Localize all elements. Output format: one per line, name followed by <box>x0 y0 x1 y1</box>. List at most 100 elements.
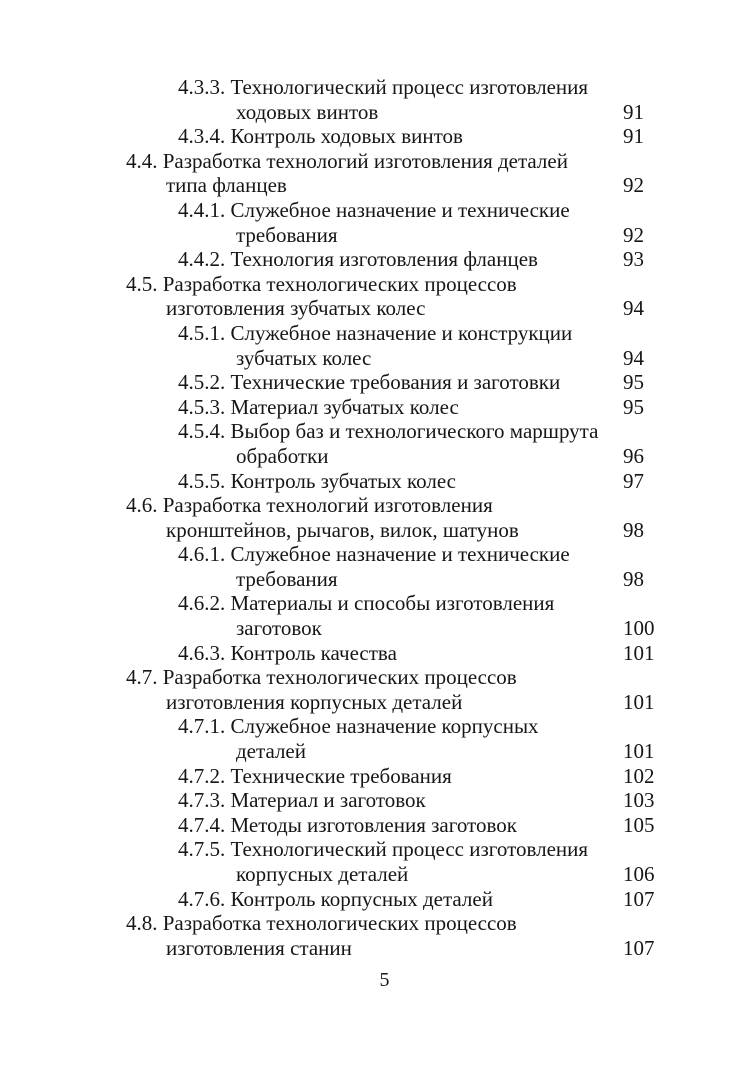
toc-entry-title: Технологический процесс изготовления <box>230 837 589 862</box>
toc-entry: 4.7.1. Служебное назначение корпусных де… <box>0 714 753 763</box>
toc-entry-title: Технические требования <box>230 763 452 788</box>
toc-entry-number: 4.7.1. <box>178 714 226 739</box>
toc-entry-continuation: требования <box>236 566 338 591</box>
toc-entry-first-line: 4.7.4. Методы изготовления заготовок <box>0 813 753 838</box>
toc-entry-title: Служебное назначение и технические <box>230 197 570 222</box>
toc-entry-number: 4.6.3. <box>178 640 226 665</box>
toc-entry-first-line: 4.5.4. Выбор баз и технологического марш… <box>0 419 753 444</box>
toc-entry: 4.5.2. Технические требования и заготовк… <box>0 370 753 395</box>
toc-entry-title: Контроль качества <box>230 640 397 665</box>
toc-entry: 4.5.1. Служебное назначение и конструкци… <box>0 321 753 370</box>
toc-entry: 4.6.3. Контроль качества 101 <box>0 641 753 666</box>
toc-entry-first-line: 4.4.1. Служебное назначение и технически… <box>0 198 753 223</box>
toc-entry: 4.5.3. Материал зубчатых колес 95 <box>0 395 753 420</box>
toc-entry-first-line: 4.7. Разработка технологических процессо… <box>0 665 753 690</box>
toc-entry: 4.5. Разработка технологических процессо… <box>0 272 753 321</box>
toc-entry-continuation: изготовления зубчатых колес <box>166 296 426 321</box>
toc-entry-title: Материал зубчатых колес <box>230 394 459 419</box>
toc-entry-page: 94 <box>623 296 644 321</box>
toc-entry-continuation: кронштейнов, рычагов, вилок, шатунов <box>166 517 519 542</box>
toc-entry-first-line: 4.6. Разработка технологий изготовления <box>0 493 753 518</box>
toc-entry-page: 93 <box>623 247 644 272</box>
toc-entry-title: Служебное назначение корпусных <box>230 714 539 739</box>
toc-entry-page: 101 <box>623 640 655 665</box>
toc-entry-continuation: требования <box>236 222 338 247</box>
toc-entry-page: 100 <box>623 616 655 641</box>
toc-entry: 4.7. Разработка технологических процессо… <box>0 665 753 714</box>
table-of-contents: 4.3.3. Технологический процесс изготовле… <box>0 75 753 960</box>
toc-entry-continuation: ходовых винтов <box>236 99 379 124</box>
toc-entry-title: Материал и заготовок <box>230 788 426 813</box>
toc-entry: 4.7.3. Материал и заготовок 103 <box>0 788 753 813</box>
toc-entry-title: Разработка технологических процессов <box>162 911 517 936</box>
toc-entry-title: Технические требования и заготовки <box>230 370 561 395</box>
toc-entry-number: 4.7.2. <box>178 763 226 788</box>
toc-entry-title: Служебное назначение и технические <box>230 542 570 567</box>
toc-entry-page: 107 <box>623 886 655 911</box>
toc-entry: 4.4.2. Технология изготовления фланцев 9… <box>0 247 753 272</box>
toc-entry-title: Разработка технологий изготовления детал… <box>162 148 568 173</box>
toc-entry: 4.3.4. Контроль ходовых винтов 91 <box>0 124 753 149</box>
toc-entry-number: 4.6.1. <box>178 542 226 567</box>
toc-entry-first-line: 4.5.3. Материал зубчатых колес <box>0 395 753 420</box>
toc-entry-page: 97 <box>623 468 644 493</box>
toc-entry-first-line: 4.7.6. Контроль корпусных деталей <box>0 887 753 912</box>
toc-entry-first-line: 4.3.3. Технологический процесс изготовле… <box>0 75 753 100</box>
toc-entry-title: Контроль ходовых винтов <box>230 124 463 149</box>
toc-entry-first-line: 4.5. Разработка технологических процессо… <box>0 272 753 297</box>
toc-entry-continuation: корпусных деталей <box>236 862 409 886</box>
toc-entry-first-line: 4.5.5. Контроль зубчатых колес <box>0 469 753 494</box>
toc-entry-first-line: 4.7.3. Материал и заготовок <box>0 788 753 813</box>
toc-entry-page: 92 <box>623 222 644 247</box>
toc-entry-first-line: 4.4.2. Технология изготовления фланцев <box>0 247 753 272</box>
toc-entry-number: 4.7.4. <box>178 812 226 837</box>
toc-entry-title: Служебное назначение и конструкции <box>230 320 573 345</box>
toc-entry-first-line: 4.8. Разработка технологических процессо… <box>0 911 753 936</box>
toc-entry: 4.4.1. Служебное назначение и технически… <box>0 198 753 247</box>
toc-entry-page: 106 <box>623 862 655 886</box>
toc-entry: 4.7.2. Технические требования 102 <box>0 764 753 789</box>
toc-entry-page: 91 <box>623 99 644 124</box>
toc-entry: 4.5.4. Выбор баз и технологического марш… <box>0 419 753 468</box>
toc-entry-number: 4.5.2. <box>178 370 226 395</box>
toc-entry-page: 98 <box>623 517 644 542</box>
toc-entry: 4.7.6. Контроль корпусных деталей 107 <box>0 887 753 912</box>
toc-entry-number: 4.3.3. <box>178 75 226 99</box>
toc-entry-number: 4.6. <box>126 493 158 518</box>
toc-entry-number: 4.7. <box>126 665 158 690</box>
toc-entry-first-line: 4.7.1. Служебное назначение корпусных <box>0 714 753 739</box>
toc-entry-first-line: 4.7.5. Технологический процесс изготовле… <box>0 837 753 862</box>
toc-entry: 4.7.4. Методы изготовления заготовок 105 <box>0 813 753 838</box>
toc-entry-page: 101 <box>623 739 655 764</box>
toc-entry-page: 102 <box>623 763 655 788</box>
toc-entry-title: Методы изготовления заготовок <box>230 812 517 837</box>
toc-entry-page: 92 <box>623 173 644 198</box>
toc-entry-page: 95 <box>623 394 644 419</box>
toc-entry-continuation: обработки <box>236 443 329 468</box>
toc-entry-number: 4.3.4. <box>178 124 226 149</box>
toc-entry-number: 4.5.1. <box>178 320 226 345</box>
toc-entry-number: 4.5. <box>126 271 158 296</box>
toc-entry-number: 4.5.5. <box>178 468 226 493</box>
toc-entry-first-line: 4.4. Разработка технологий изготовления … <box>0 149 753 174</box>
toc-entry-page: 105 <box>623 812 655 837</box>
toc-entry: 4.6. Разработка технологий изготовления … <box>0 493 753 542</box>
toc-entry-first-line: 4.7.2. Технические требования <box>0 764 753 789</box>
toc-entry-title: Разработка технологических процессов <box>162 271 517 296</box>
toc-entry-title: Материалы и способы изготовления <box>230 591 555 616</box>
toc-entry-title: Технология изготовления фланцев <box>230 247 538 272</box>
toc-entry-continuation: изготовления корпусных деталей <box>166 689 463 714</box>
toc-entry-title: Контроль зубчатых колес <box>230 468 457 493</box>
toc-entry: 4.7.5. Технологический процесс изготовле… <box>0 837 753 886</box>
toc-entry-continuation: изготовления станин <box>166 935 352 960</box>
toc-entry-first-line: 4.5.2. Технические требования и заготовк… <box>0 370 753 395</box>
toc-entry-number: 4.7.5. <box>178 837 226 862</box>
toc-entry-number: 4.8. <box>126 911 158 936</box>
toc-entry-first-line: 4.6.3. Контроль качества <box>0 641 753 666</box>
toc-entry-title: Выбор баз и технологического маршрута <box>230 419 599 444</box>
toc-entry-title: Разработка технологий изготовления <box>162 493 493 518</box>
toc-entry-first-line: 4.3.4. Контроль ходовых винтов <box>0 124 753 149</box>
toc-entry-number: 4.7.3. <box>178 788 226 813</box>
toc-entry-number: 4.6.2. <box>178 591 226 616</box>
